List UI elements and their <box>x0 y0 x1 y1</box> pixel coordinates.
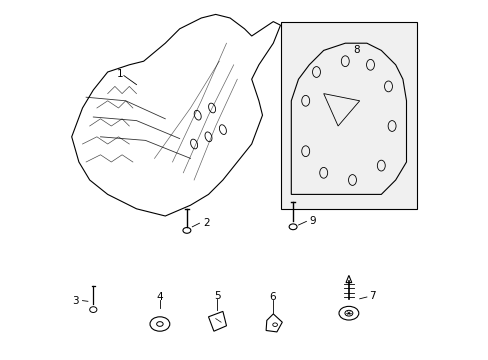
Text: 7: 7 <box>368 291 375 301</box>
Text: 9: 9 <box>309 216 315 226</box>
Text: 4: 4 <box>156 292 163 302</box>
Text: 2: 2 <box>203 218 209 228</box>
Text: 1: 1 <box>117 69 123 79</box>
Text: 5: 5 <box>214 291 221 301</box>
Text: 6: 6 <box>269 292 275 302</box>
Text: 3: 3 <box>72 296 79 306</box>
Text: 8: 8 <box>353 45 359 55</box>
Bar <box>280 22 416 209</box>
